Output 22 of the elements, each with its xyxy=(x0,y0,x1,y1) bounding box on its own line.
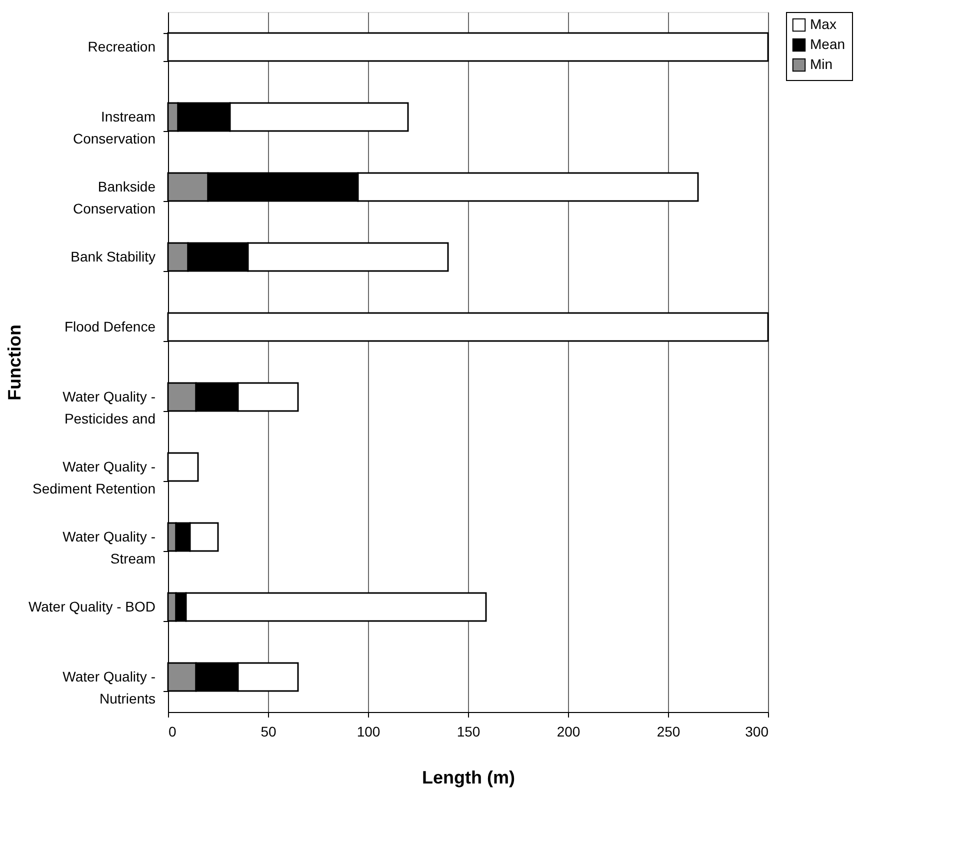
x-tick-label: 200 xyxy=(556,724,580,740)
x-tick-label: 250 xyxy=(656,724,680,740)
y-tick-label: Water Quality - Pesticides and xyxy=(62,388,156,426)
legend-label: Min xyxy=(810,56,833,72)
y-tick-label: Water Quality - Stream xyxy=(62,528,156,566)
y-tick-label: Water Quality - Nutrients xyxy=(62,668,156,706)
y-axis-title: Function xyxy=(4,324,24,400)
y-tick-label: Recreation xyxy=(88,38,156,54)
x-tick-label: 100 xyxy=(356,724,380,740)
y-tick-label: Water Quality - BOD xyxy=(28,598,156,614)
x-tick-label: 300 xyxy=(745,724,769,740)
x-tick-label: 0 xyxy=(168,724,176,740)
legend-label: Max xyxy=(810,16,836,32)
x-axis-title: Length (m) xyxy=(422,768,515,788)
x-tick-label: 50 xyxy=(260,724,276,740)
x-tick-label: 150 xyxy=(456,724,480,740)
y-tick-label: Flood Defence xyxy=(64,318,156,334)
y-tick-label: Bank Stability xyxy=(70,248,156,264)
y-tick-label: Water Quality - Sediment Retention xyxy=(32,458,156,496)
legend-label: Mean xyxy=(810,36,846,52)
y-tick-label: Bankside Conservation xyxy=(73,178,156,216)
y-tick-label: Instream Conservation xyxy=(73,108,156,146)
